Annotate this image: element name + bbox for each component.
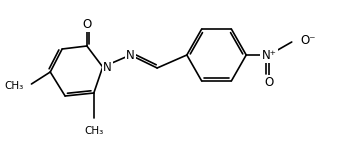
- Text: CH₃: CH₃: [4, 81, 24, 91]
- Text: O: O: [82, 17, 92, 30]
- Text: N: N: [126, 49, 135, 62]
- Text: O⁻: O⁻: [301, 33, 316, 46]
- Text: N: N: [103, 61, 111, 74]
- Text: CH₃: CH₃: [84, 126, 104, 136]
- Text: O: O: [264, 76, 274, 89]
- Text: N⁺: N⁺: [261, 49, 277, 62]
